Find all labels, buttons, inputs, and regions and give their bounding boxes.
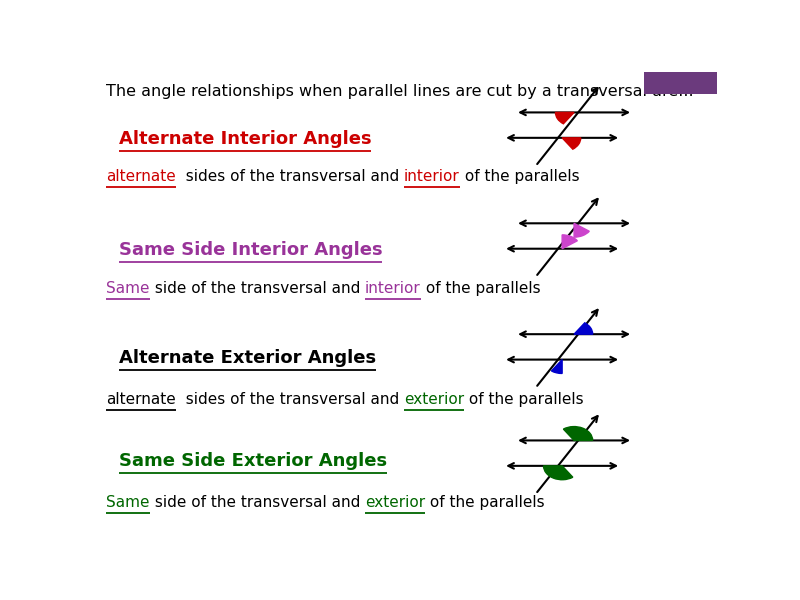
Text: sides of the transversal and: sides of the transversal and [176, 169, 404, 184]
Wedge shape [543, 466, 573, 480]
Bar [644, 72, 717, 94]
Text: of the parallels: of the parallels [425, 495, 545, 510]
Text: alternate: alternate [106, 169, 176, 184]
Text: of the parallels: of the parallels [460, 169, 579, 184]
Text: Alternate Exterior Angles: Alternate Exterior Angles [118, 349, 376, 367]
Text: exterior: exterior [365, 495, 425, 510]
Text: Same: Same [106, 495, 150, 510]
Text: side of the transversal and: side of the transversal and [150, 281, 365, 296]
Text: side of the transversal and: side of the transversal and [150, 495, 365, 510]
Text: Same: Same [106, 281, 150, 296]
Wedge shape [562, 138, 581, 149]
Text: of the parallels: of the parallels [421, 281, 540, 296]
Wedge shape [555, 112, 574, 124]
Wedge shape [574, 223, 590, 237]
Text: alternate: alternate [106, 392, 176, 407]
Text: The angle relationships when parallel lines are cut by a transversal are...: The angle relationships when parallel li… [106, 83, 694, 98]
Text: Same Side Interior Angles: Same Side Interior Angles [118, 241, 382, 259]
Text: of the parallels: of the parallels [464, 392, 584, 407]
Wedge shape [574, 323, 593, 334]
Text: interior: interior [365, 281, 421, 296]
Text: Alternate Interior Angles: Alternate Interior Angles [118, 130, 371, 148]
Text: Same Side Exterior Angles: Same Side Exterior Angles [118, 452, 386, 470]
Wedge shape [562, 235, 578, 249]
Wedge shape [551, 359, 562, 373]
Text: interior: interior [404, 169, 460, 184]
Text: exterior: exterior [404, 392, 464, 407]
Wedge shape [563, 427, 593, 440]
Text: sides of the transversal and: sides of the transversal and [176, 392, 404, 407]
